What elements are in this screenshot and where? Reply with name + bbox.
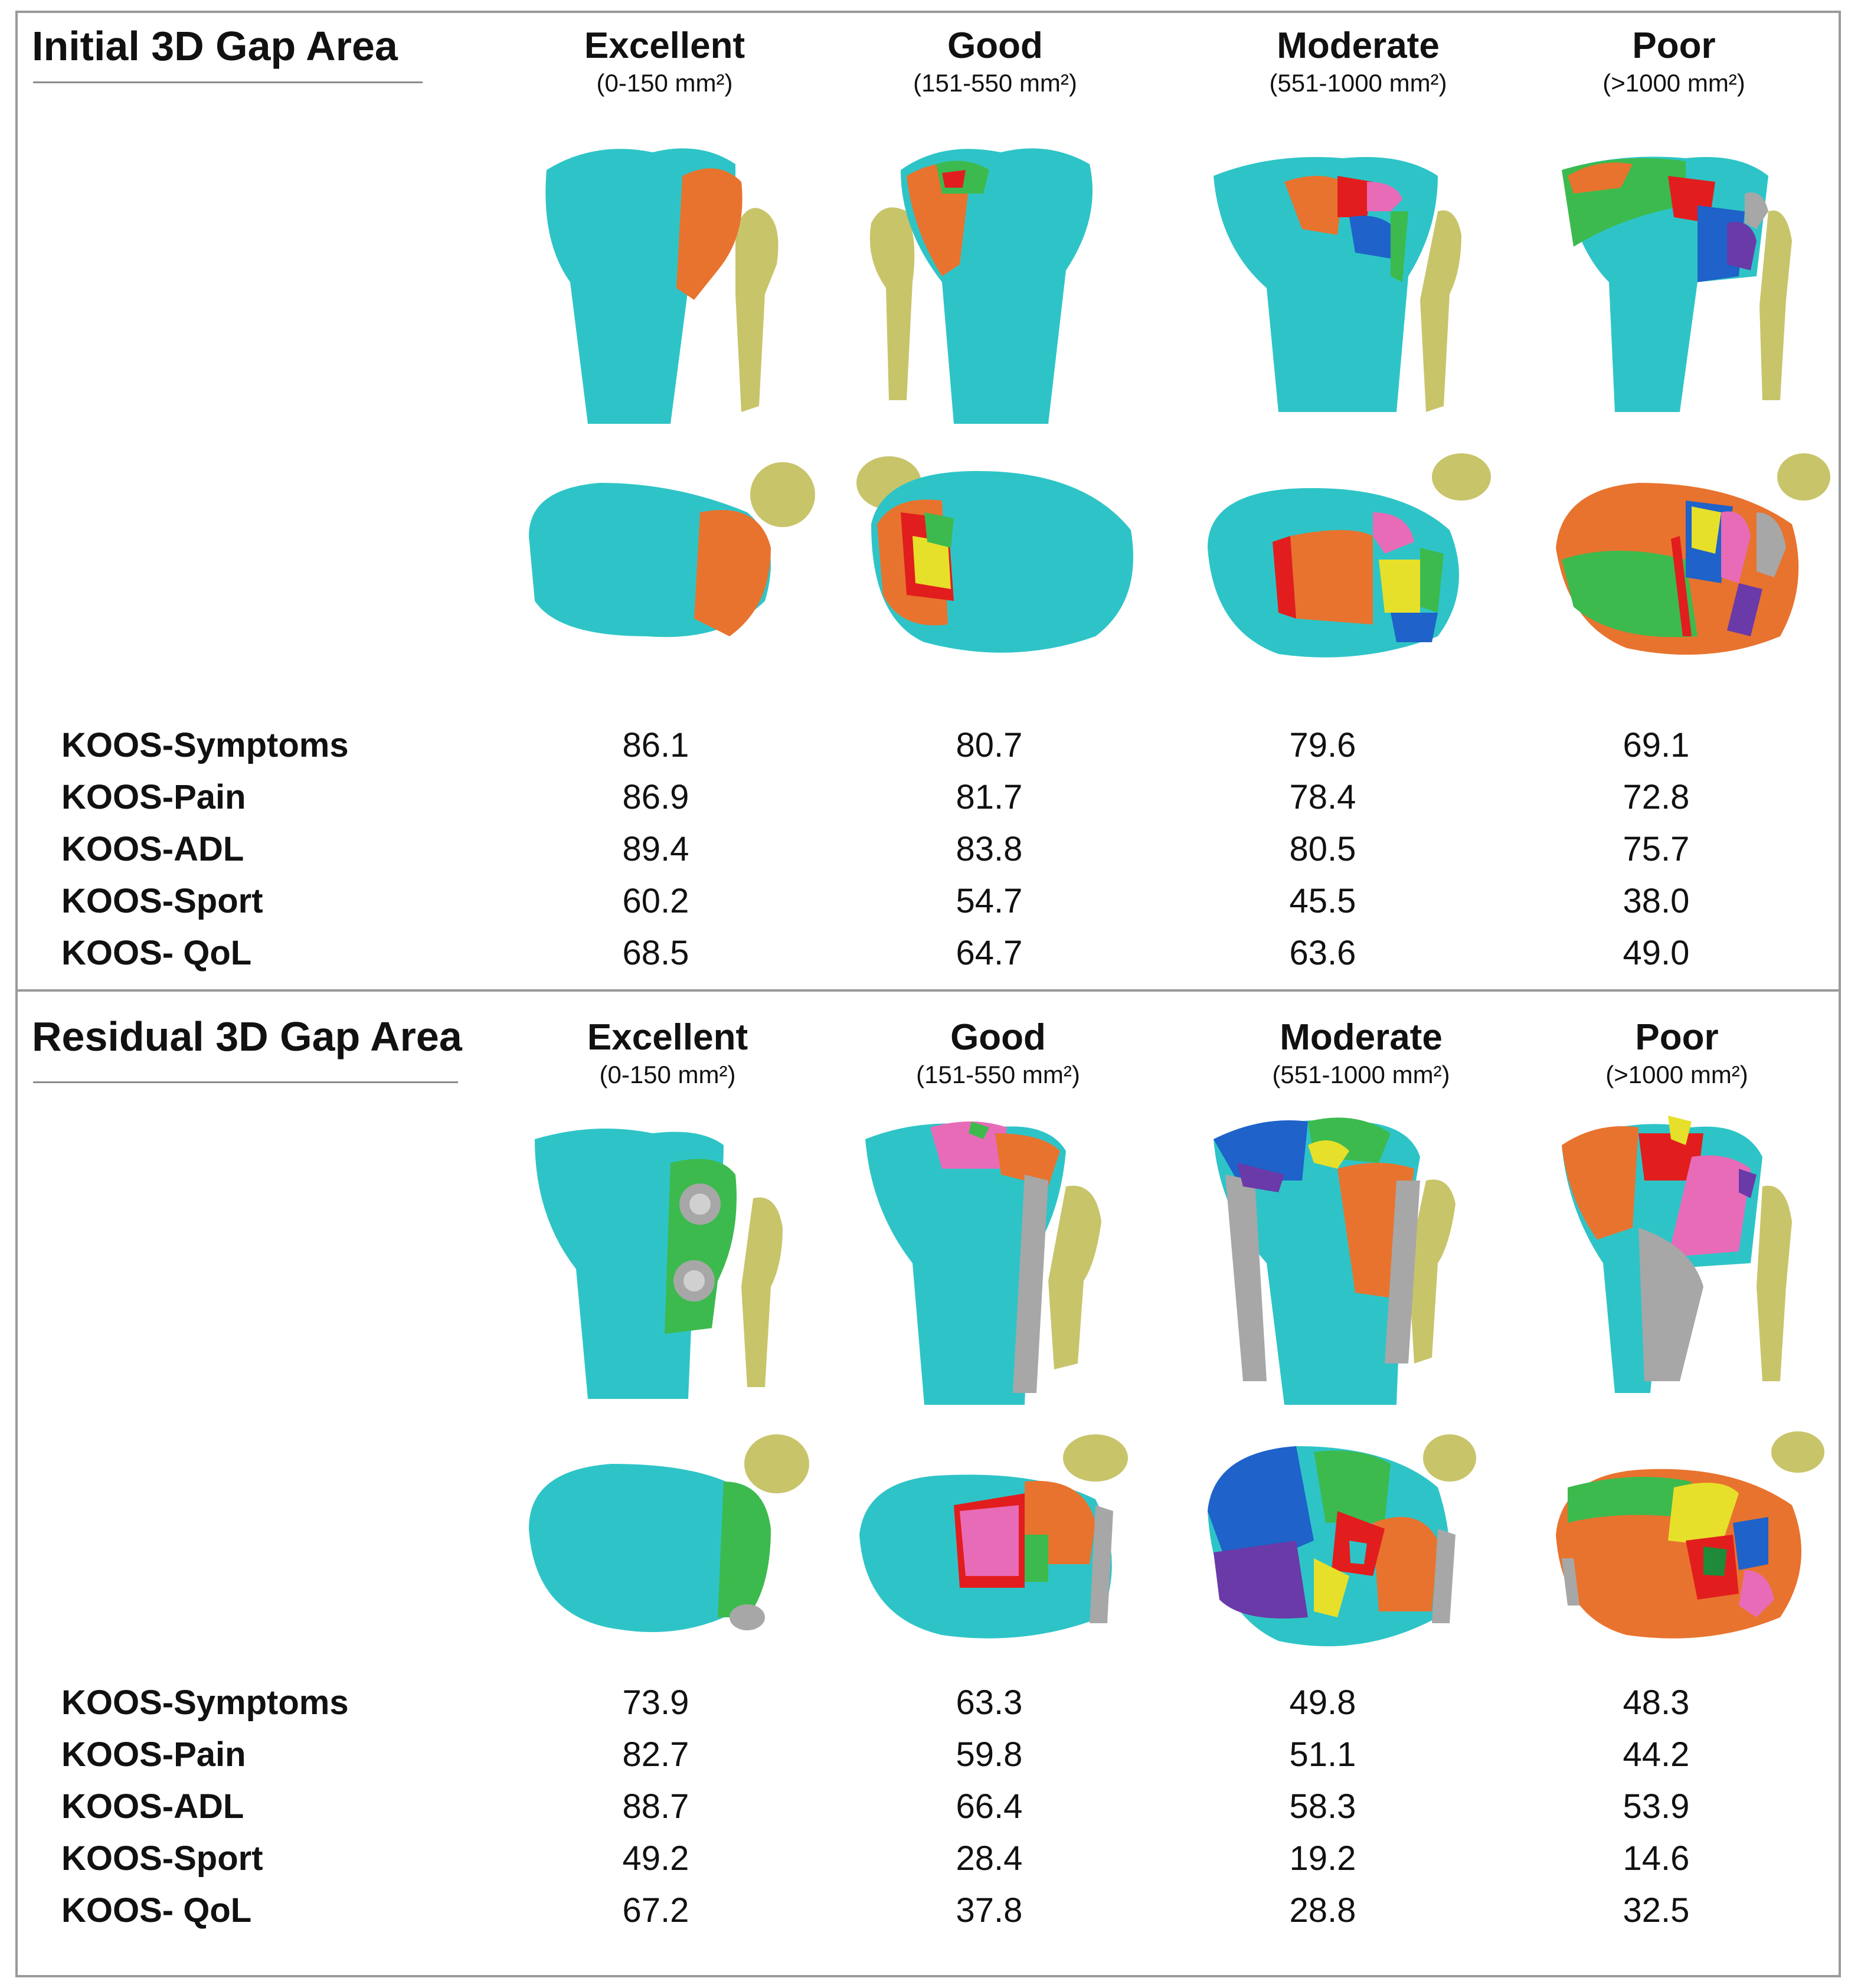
column-name: Excellent (587, 1017, 748, 1058)
column-range: (151-550 mm²) (916, 1061, 1080, 1088)
row-label-koos-symptoms: KOOS-Symptoms (61, 1683, 349, 1722)
column-header-poor: Poor (>1000 mm²) (1512, 1015, 1842, 1090)
score-cell: 64.7 (956, 934, 1023, 972)
row-label-koos-qol: KOOS- QoL (61, 1891, 252, 1930)
panel-residual: Residual 3D Gap Area Excellent (0-150 mm… (15, 992, 1841, 1971)
column-name: Excellent (584, 25, 745, 66)
panel-divider (15, 989, 1841, 992)
tibia-front-view-good (853, 129, 1137, 436)
score-cell: 69.1 (1623, 726, 1690, 764)
score-cell: 28.8 (1289, 1891, 1356, 1930)
column-range: (>1000 mm²) (1602, 69, 1745, 97)
score-cell: 86.1 (622, 726, 689, 764)
column-name: Moderate (1277, 25, 1440, 66)
row-label-koos-qol: KOOS- QoL (61, 934, 252, 972)
tibia-axial-view-poor (1544, 447, 1851, 672)
tibia-front-view-excellent (523, 129, 806, 436)
column-header-excellent: Excellent (0-150 mm²) (499, 24, 830, 98)
row-label-koos-sport: KOOS-Sport (61, 882, 263, 920)
score-cell: 53.9 (1623, 1787, 1690, 1826)
score-cell: 78.4 (1289, 778, 1356, 816)
score-cell: 49.8 (1289, 1683, 1356, 1722)
score-cell: 48.3 (1623, 1683, 1690, 1722)
title-underline (33, 81, 423, 83)
tibia-axial-view-excellent (511, 1428, 818, 1653)
tibia-front-view-poor (1550, 129, 1833, 436)
panel-title: Residual 3D Gap Area (32, 1013, 462, 1060)
tibia-axial-view-good (848, 447, 1154, 672)
column-name: Poor (1635, 1017, 1719, 1058)
score-cell: 59.8 (956, 1735, 1023, 1774)
tibia-front-view-good (853, 1110, 1137, 1417)
score-cell: 72.8 (1623, 778, 1690, 816)
score-cell: 32.5 (1623, 1891, 1690, 1930)
score-cell: 75.7 (1623, 830, 1690, 868)
score-cell: 54.7 (956, 882, 1023, 920)
score-cell: 44.2 (1623, 1735, 1690, 1774)
tibia-front-view-excellent (523, 1116, 806, 1411)
column-range: (551-1000 mm²) (1272, 1061, 1450, 1088)
column-name: Moderate (1280, 1017, 1443, 1058)
column-range: (0-150 mm²) (599, 1061, 736, 1088)
score-cell: 88.7 (622, 1787, 689, 1826)
score-cell: 80.7 (956, 726, 1023, 764)
score-cell: 63.3 (956, 1683, 1023, 1722)
tibia-front-view-moderate (1202, 129, 1485, 436)
tibia-axial-view-excellent (511, 447, 818, 660)
column-header-moderate: Moderate (551-1000 mm²) (1193, 24, 1523, 98)
score-cell: 45.5 (1289, 882, 1356, 920)
score-cell: 73.9 (622, 1683, 689, 1722)
score-cell: 38.0 (1623, 882, 1690, 920)
panel-title: Initial 3D Gap Area (32, 23, 398, 69)
score-cell: 79.6 (1289, 726, 1356, 764)
tibia-axial-view-moderate (1196, 1423, 1503, 1670)
column-header-good: Good (151-550 mm²) (833, 1015, 1163, 1090)
score-cell: 60.2 (622, 882, 689, 920)
tibia-front-view-moderate (1202, 1110, 1485, 1417)
score-cell: 83.8 (956, 830, 1023, 868)
column-header-moderate: Moderate (551-1000 mm²) (1196, 1015, 1526, 1090)
score-cell: 82.7 (622, 1735, 689, 1774)
score-cell: 63.6 (1289, 934, 1356, 972)
column-header-poor: Poor (>1000 mm²) (1509, 24, 1839, 98)
score-cell: 89.4 (622, 830, 689, 868)
column-range: (551-1000 mm²) (1269, 69, 1447, 97)
score-cell: 19.2 (1289, 1839, 1356, 1878)
tibia-axial-view-good (848, 1428, 1154, 1653)
row-label-koos-adl: KOOS-ADL (61, 830, 244, 868)
score-cell: 28.4 (956, 1839, 1023, 1878)
score-cell: 66.4 (956, 1787, 1023, 1826)
panel-initial: Initial 3D Gap Area Excellent (0-150 mm²… (15, 11, 1841, 990)
row-label-koos-sport: KOOS-Sport (61, 1839, 263, 1878)
tibia-axial-view-poor (1544, 1428, 1851, 1653)
score-cell: 68.5 (622, 934, 689, 972)
row-label-koos-pain: KOOS-Pain (61, 778, 246, 816)
column-range: (151-550 mm²) (913, 69, 1077, 97)
score-cell: 37.8 (956, 1891, 1023, 1930)
score-cell: 81.7 (956, 778, 1023, 816)
figure-frame (15, 11, 1841, 1977)
score-cell: 49.2 (622, 1839, 689, 1878)
score-cell: 67.2 (622, 1891, 689, 1930)
score-cell: 86.9 (622, 778, 689, 816)
score-cell: 58.3 (1289, 1787, 1356, 1826)
score-cell: 14.6 (1623, 1839, 1690, 1878)
score-cell: 51.1 (1289, 1735, 1356, 1774)
column-range: (>1000 mm²) (1605, 1061, 1748, 1088)
column-range: (0-150 mm²) (596, 69, 733, 97)
row-label-koos-adl: KOOS-ADL (61, 1787, 244, 1826)
column-name: Good (950, 1017, 1046, 1058)
row-label-koos-symptoms: KOOS-Symptoms (61, 726, 349, 764)
score-cell: 80.5 (1289, 830, 1356, 868)
row-label-koos-pain: KOOS-Pain (61, 1735, 246, 1774)
column-name: Good (947, 25, 1043, 66)
score-cell: 49.0 (1623, 934, 1690, 972)
column-name: Poor (1632, 25, 1716, 66)
tibia-front-view-poor (1550, 1110, 1833, 1417)
column-header-good: Good (151-550 mm²) (830, 24, 1160, 98)
tibia-axial-view-moderate (1196, 447, 1503, 672)
column-header-excellent: Excellent (0-150 mm²) (502, 1015, 833, 1090)
title-underline (33, 1081, 458, 1083)
